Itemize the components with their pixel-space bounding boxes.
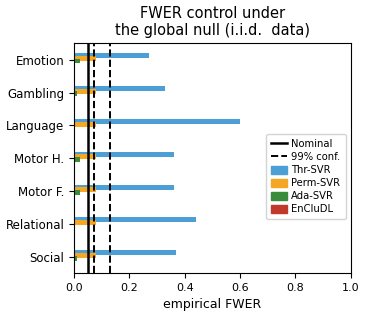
Bar (74, 217, 196, 222)
Bar (74, 59, 80, 63)
Bar (74, 56, 96, 61)
Bar (74, 256, 77, 261)
Bar (74, 253, 96, 258)
Bar (74, 250, 176, 255)
Bar (74, 190, 80, 195)
Bar (74, 184, 174, 190)
Bar (74, 157, 80, 162)
Legend: Nominal, 99% conf., Thr-SVR, Perm-SVR, Ada-SVR, EnCluDL: Nominal, 99% conf., Thr-SVR, Perm-SVR, A… (266, 134, 346, 219)
Bar (74, 53, 149, 58)
Bar (74, 187, 96, 192)
Bar (74, 220, 96, 225)
Bar (74, 122, 96, 126)
X-axis label: empirical FWER: empirical FWER (163, 298, 261, 311)
Bar (74, 119, 240, 124)
Bar (74, 89, 96, 94)
Title: FWER control under
the global null (i.i.d.  data): FWER control under the global null (i.i.… (115, 6, 310, 38)
Bar (74, 86, 165, 91)
Bar (74, 152, 174, 157)
Bar (74, 154, 96, 159)
Bar (74, 91, 77, 96)
